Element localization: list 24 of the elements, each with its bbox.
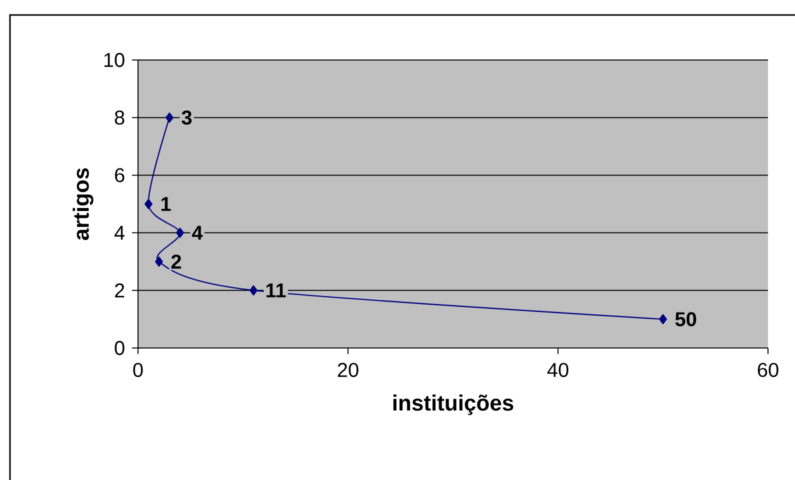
annotation: 1: [161, 197, 171, 211]
x-tick-label: 40: [547, 362, 568, 378]
y-tick-label: 2: [115, 283, 124, 298]
point: [155, 256, 163, 267]
x-tick-label: 60: [758, 362, 778, 378]
point: [176, 228, 184, 238]
y-tick-label: 6: [115, 168, 124, 182]
annotation: 50: [675, 312, 696, 326]
annotation: 3: [182, 110, 192, 125]
point: [144, 198, 152, 210]
x-tick-label: 0: [133, 362, 143, 378]
y-tick-label: 10: [104, 52, 124, 68]
y-tick-label: 0: [114, 340, 124, 356]
y-tick-label: 4: [114, 226, 125, 240]
y-axis-title: artigos: [72, 168, 94, 240]
point: [250, 285, 258, 296]
x-tick-label: 20: [338, 362, 358, 378]
y-tick-label: 8: [114, 110, 124, 125]
point: [659, 314, 667, 324]
point: [166, 112, 174, 123]
x-axis-title: instituições: [393, 394, 514, 416]
annotation: 4: [192, 226, 203, 240]
annotation: 11: [266, 284, 286, 298]
annotation: 2: [171, 254, 182, 269]
